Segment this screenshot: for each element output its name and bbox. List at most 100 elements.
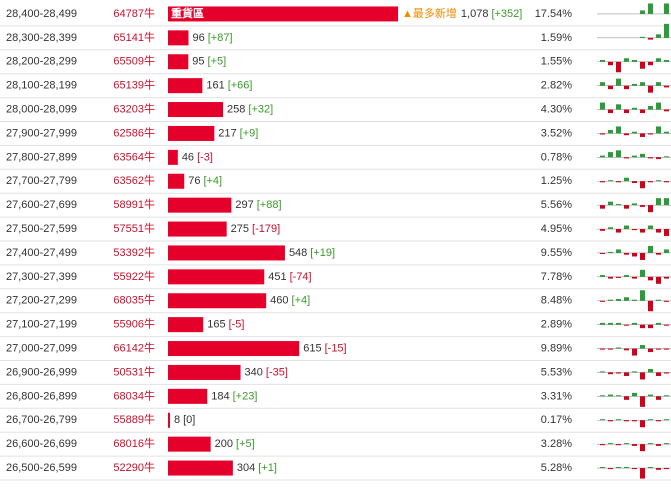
- spark-bar: [616, 104, 621, 110]
- count: 184: [211, 390, 229, 402]
- spark-bar: [616, 78, 621, 86]
- spark-bar: [648, 467, 653, 469]
- spark-bar: [608, 322, 613, 325]
- spark-bar: [648, 419, 653, 421]
- lots: 63203牛: [113, 101, 155, 115]
- count-bar: [168, 317, 204, 333]
- price-range: 26,900-26,999: [6, 366, 77, 378]
- spark-bar: [656, 420, 661, 422]
- spark-bar: [648, 348, 653, 353]
- price-range: 27,300-27,399: [6, 271, 77, 283]
- count: 76: [188, 175, 200, 187]
- change: [+1]: [258, 462, 277, 474]
- lots: 65141牛: [113, 30, 155, 44]
- spark-bar: [648, 133, 653, 135]
- spark-bar: [608, 276, 613, 279]
- spark-bar: [616, 126, 621, 134]
- lots: 55922牛: [113, 269, 155, 283]
- percent: 5.28%: [541, 462, 572, 474]
- spark-bar: [664, 23, 669, 38]
- lots: 52290牛: [113, 460, 155, 474]
- spark-bar: [632, 299, 637, 301]
- spark-bar: [664, 419, 669, 421]
- percent: 17.54%: [535, 8, 573, 20]
- spark-bar: [632, 229, 637, 231]
- spark-bar: [624, 275, 629, 277]
- spark-bar: [608, 109, 613, 114]
- spark-bar: [616, 444, 621, 446]
- spark-bar: [664, 443, 669, 445]
- change: [+87]: [208, 32, 233, 44]
- price-range: 26,800-26,899: [6, 390, 77, 402]
- spark-bar: [632, 131, 637, 134]
- spark-bar: [616, 299, 621, 301]
- bar-tag: 重貨區: [171, 6, 204, 20]
- count: 340: [245, 366, 263, 378]
- spark-bar: [656, 348, 661, 350]
- change: [+5]: [208, 56, 227, 68]
- spark-bar: [600, 275, 605, 277]
- change: [0]: [183, 414, 195, 426]
- spark-bar: [640, 181, 645, 189]
- spark-bar: [632, 276, 637, 279]
- spark-bar: [624, 85, 629, 90]
- spark-bar: [608, 201, 613, 206]
- spark-bar: [616, 322, 621, 325]
- price-range: 26,700-26,799: [6, 414, 77, 426]
- spark-bar: [600, 181, 605, 183]
- count-bar: [168, 293, 267, 309]
- spark-bar: [664, 229, 669, 237]
- spark-bar: [656, 299, 661, 301]
- spark-bar: [656, 468, 661, 470]
- percent: 1.55%: [541, 56, 572, 68]
- spark-bar: [624, 225, 629, 230]
- spark-bar: [600, 300, 605, 302]
- spark-bar: [648, 443, 653, 445]
- spark-bar: [656, 102, 661, 110]
- spark-bar: [640, 133, 645, 137]
- spark-bar: [616, 372, 621, 374]
- spark-bar: [608, 152, 613, 158]
- count-bar: [168, 30, 189, 46]
- count-bar: [168, 149, 178, 165]
- spark-bar: [640, 269, 645, 277]
- spark-bar: [640, 420, 645, 428]
- spark-bar: [600, 322, 605, 325]
- lots: 57551牛: [113, 221, 155, 235]
- spark-bar: [608, 180, 613, 182]
- spark-bar: [656, 180, 661, 182]
- count-bar: [168, 436, 211, 452]
- spark-bar: [640, 396, 645, 407]
- percent: 8.48%: [541, 295, 572, 307]
- lots: 65139牛: [113, 78, 155, 92]
- spark-bar: [600, 252, 605, 254]
- spark-bar: [632, 107, 637, 110]
- count-bar: [168, 197, 232, 213]
- spark-bar: [648, 394, 653, 397]
- spark-bar: [624, 467, 629, 469]
- spark-bar: [600, 348, 605, 350]
- spark-bar: [640, 61, 645, 69]
- change: [+4]: [203, 175, 222, 187]
- change: [+5]: [236, 438, 255, 450]
- spark-bar: [648, 3, 653, 14]
- note: ▲最多新增: [402, 6, 457, 20]
- spark-bar: [656, 58, 661, 62]
- price-range: 27,100-27,199: [6, 319, 77, 331]
- count: 8: [174, 414, 180, 426]
- spark-bar: [648, 106, 653, 110]
- change: [-74]: [290, 271, 312, 283]
- percent: 9.89%: [541, 342, 572, 354]
- spark-bar: [600, 444, 605, 446]
- spark-bar: [648, 37, 653, 40]
- spark-bar: [664, 348, 669, 350]
- spark-bar: [648, 85, 653, 93]
- lots: 68016牛: [113, 436, 155, 450]
- spark-bar: [600, 155, 605, 158]
- spark-bar: [656, 276, 661, 284]
- count: 615: [303, 342, 321, 354]
- spark-bar: [656, 252, 661, 255]
- spark-bar: [640, 109, 645, 114]
- percent: 9.55%: [541, 247, 572, 259]
